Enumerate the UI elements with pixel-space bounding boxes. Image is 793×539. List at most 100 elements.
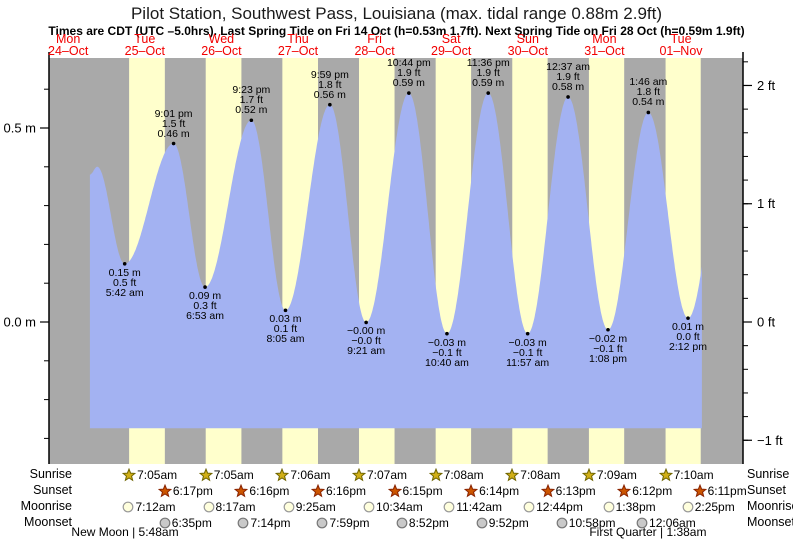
row-label-moonrise-left: Moonrise — [20, 499, 72, 513]
day-date: 25–Oct — [124, 44, 165, 58]
day-label-29–Oct: Sat 29–Oct — [413, 32, 489, 58]
moonset-item: 6:35pm — [159, 515, 212, 530]
right-axis-label: −1 ft — [757, 433, 783, 448]
day-of-week: Wed — [208, 32, 235, 46]
page-title: Pilot Station, Southwest Pass, Louisiana… — [130, 4, 663, 23]
day-of-week: Sat — [441, 32, 461, 46]
moonset-circle-icon — [159, 517, 171, 528]
moonrise-circle-icon — [123, 501, 134, 512]
tide-annotation-high: 10:44 pm 1.9 ft 0.59 m — [367, 58, 451, 89]
tide-annotation-low: −0.02 m −0.1 ft 1:08 pm — [566, 334, 650, 365]
sunrise-star-icon — [505, 467, 520, 481]
moonrise-item: 12:44pm — [523, 499, 583, 514]
tide-annotation-line: 10:40 am — [425, 356, 469, 369]
tide-extreme-dot — [328, 102, 332, 107]
moonset-item: 7:14pm — [237, 515, 291, 530]
right-axis-label: 2 ft — [757, 78, 775, 93]
sunrise-item: 7:06am — [275, 467, 330, 482]
moonset-time: 8:52pm — [408, 515, 449, 530]
moonrise-circle-icon — [682, 501, 694, 512]
sunrise-time: 7:08am — [520, 467, 561, 482]
tide-annotation-line: 0.59 m — [472, 77, 505, 90]
sunset-item: 6:15pm — [387, 483, 443, 498]
day-label-25–Oct: Tue 25–Oct — [107, 32, 183, 58]
tide-annotation-line: 0.1 ft — [273, 323, 298, 336]
tide-extreme-dot — [283, 308, 288, 313]
tide-annotation-line: 0.09 m — [189, 290, 222, 303]
day-label-30–Oct: Sun 30–Oct — [490, 33, 566, 58]
tide-annotation-low: 0.09 m 0.3 ft 6:53 am — [163, 290, 247, 323]
tide-annotation-line: 0.5 ft — [113, 276, 137, 289]
tide-extreme-dot — [486, 91, 491, 95]
moonset-time: 7:59pm — [329, 515, 370, 530]
tide-extreme-dot — [606, 327, 610, 332]
tide-annotation-line: 1.8 ft — [318, 78, 342, 91]
chart-subtitle: Times are CDT (UTC –5.0hrs). Last Spring… — [48, 24, 745, 38]
tide-annotation-line: 9:23 pm — [232, 84, 271, 97]
moonrise-time: 12:44pm — [536, 499, 583, 514]
sunset-time: 6:16pm — [249, 483, 290, 498]
tide-annotation-line: 0.52 m — [235, 104, 268, 117]
day-date: 27–Oct — [277, 44, 319, 58]
tide-annotation-line: −0.0 ft — [351, 335, 381, 348]
tide-annotation-line: −0.1 ft — [432, 346, 462, 359]
right-axis-label: 0 ft — [757, 315, 775, 330]
tide-annotation-line: 9:59 pm — [310, 68, 349, 81]
sunrise-item: 7:10am — [658, 467, 714, 482]
sunset-star-icon — [540, 483, 555, 497]
sunset-time: 6:12pm — [632, 483, 673, 498]
tide-annotation-line: −0.03 m — [508, 336, 547, 349]
tide-annotation-line: 1:08 pm — [589, 352, 627, 365]
moonset-item: 9:52pm — [476, 515, 529, 530]
tide-annotation-line: −0.1 ft — [593, 342, 623, 355]
sunrise-time: 7:09am — [596, 467, 637, 482]
tide-extreme-dot — [364, 320, 368, 325]
day-date: 29–Oct — [431, 44, 472, 58]
tide-extreme-dot — [203, 285, 207, 289]
moonrise-time: 11:42am — [456, 499, 503, 514]
day-label-01–Nov: Tue 01–Nov — [643, 33, 719, 58]
tide-annotation-low: 0.15 m 0.5 ft 5:42 am — [83, 268, 167, 299]
sunset-star-icon — [464, 483, 479, 497]
day-of-week: Tue — [134, 32, 156, 46]
moonrise-time: 10:34am — [376, 499, 423, 514]
moon-phase-note: New Moon | 5:48am — [71, 525, 179, 539]
tide-extreme-dot — [686, 316, 690, 320]
tide-annotation-high: 9:01 pm 1.5 ft 0.46 m — [132, 107, 216, 139]
day-of-week: Fri — [367, 32, 382, 46]
tide-annotation-line: −0.00 m — [347, 325, 386, 338]
tide-extreme-dot — [525, 331, 530, 336]
tide-annotation-line: 0.3 ft — [193, 300, 217, 313]
tide-annotation-high: 9:23 pm 1.7 ft 0.52 m — [209, 84, 293, 117]
moonset-time: 7:14pm — [250, 515, 291, 530]
tide-annotation-line: 0.0 ft — [676, 331, 700, 344]
tide-annotation-low: −0.00 m −0.0 ft 9:21 am — [324, 325, 408, 357]
tide-annotation-line: 9:01 pm — [154, 107, 193, 120]
sunrise-time: 7:08am — [443, 467, 484, 482]
sunset-star-icon — [387, 483, 402, 497]
sunset-item: 6:11pm — [692, 483, 747, 498]
tide-annotation-line: 11:36 pm — [466, 57, 510, 70]
sunset-star-icon — [311, 483, 325, 497]
sunset-time: 6:14pm — [479, 483, 520, 498]
moonset-time: 9:52pm — [488, 515, 529, 530]
sunrise-time: 7:06am — [290, 467, 331, 482]
tide-annotation-line: 6:53 am — [186, 310, 225, 323]
sunset-time: 6:15pm — [402, 483, 443, 498]
moonset-circle-icon — [317, 517, 328, 528]
sunrise-item: 7:05am — [198, 467, 254, 482]
tide-annotation-high: 11:36 pm 1.9 ft 0.59 m — [446, 57, 530, 90]
moonset-circle-icon — [636, 517, 648, 528]
tide-annotation-line: 0.56 m — [313, 88, 346, 101]
moonrise-item: 8:17am — [203, 499, 256, 514]
moonset-item: 7:59pm — [316, 515, 370, 530]
day-date: 28–Oct — [354, 44, 395, 58]
row-label-moonset-left: Moonset — [24, 515, 72, 529]
sunrise-star-icon — [122, 467, 137, 481]
sunset-time: 6:13pm — [555, 483, 596, 498]
tide-annotation-low: 0.03 m 0.1 ft 8:05 am — [243, 314, 327, 345]
moonset-item: 10:58pm — [556, 515, 616, 530]
moonrise-circle-icon — [603, 501, 615, 512]
tide-annotation-line: 0.54 m — [632, 96, 665, 109]
day-date: 31–Oct — [584, 44, 625, 58]
